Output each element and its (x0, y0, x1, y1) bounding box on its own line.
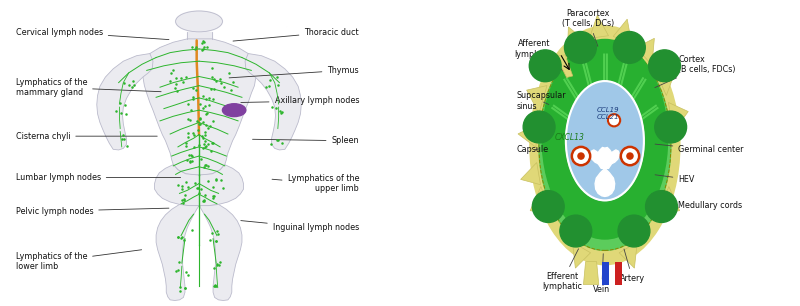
Text: Cervical lymph nodes: Cervical lymph nodes (16, 28, 169, 39)
Text: CXCL13: CXCL13 (554, 133, 585, 142)
Ellipse shape (222, 104, 246, 117)
Ellipse shape (566, 81, 644, 200)
Text: Cortex
(B cells, FDCs): Cortex (B cells, FDCs) (655, 54, 736, 88)
Text: Inguinal lymph nodes: Inguinal lymph nodes (241, 221, 359, 233)
Ellipse shape (542, 39, 667, 239)
Polygon shape (614, 19, 632, 44)
Circle shape (530, 50, 561, 82)
Polygon shape (97, 54, 153, 150)
Circle shape (608, 114, 620, 126)
Circle shape (654, 111, 686, 143)
Text: Vein: Vein (594, 254, 610, 294)
Text: Artery: Artery (620, 249, 645, 283)
Polygon shape (187, 32, 212, 39)
Circle shape (646, 191, 678, 222)
Text: Capsule: Capsule (516, 145, 548, 155)
Polygon shape (544, 53, 563, 79)
Polygon shape (154, 165, 243, 206)
Text: Thoracic duct: Thoracic duct (233, 28, 359, 41)
Polygon shape (583, 262, 598, 285)
Polygon shape (156, 204, 199, 300)
Text: Axillary lymph nodes: Axillary lymph nodes (241, 96, 359, 106)
Polygon shape (521, 162, 541, 185)
Text: Thymus: Thymus (229, 66, 359, 78)
Ellipse shape (176, 11, 222, 32)
Circle shape (572, 147, 590, 165)
Circle shape (565, 32, 596, 63)
Polygon shape (526, 86, 547, 113)
Circle shape (523, 111, 555, 143)
Polygon shape (556, 55, 573, 77)
Text: Paracortex
(T cells, DCs): Paracortex (T cells, DCs) (562, 9, 614, 46)
Text: Pelvic lymph nodes: Pelvic lymph nodes (16, 207, 169, 216)
Polygon shape (245, 54, 302, 150)
Text: Lymphatics of the
lower limb: Lymphatics of the lower limb (16, 250, 142, 271)
Polygon shape (530, 186, 550, 213)
Text: Lymphatics of the
upper limb: Lymphatics of the upper limb (272, 174, 359, 193)
Polygon shape (199, 204, 242, 300)
Text: Cisterna chyli: Cisterna chyli (16, 132, 158, 141)
Polygon shape (615, 262, 622, 285)
Polygon shape (602, 262, 610, 285)
Text: Lymphatics of the
mammary gland: Lymphatics of the mammary gland (16, 77, 161, 97)
Polygon shape (567, 27, 585, 53)
Circle shape (627, 153, 633, 159)
Polygon shape (610, 150, 619, 164)
Text: Efferent
lymphatic: Efferent lymphatic (542, 249, 582, 291)
Text: Afferent
lymphatic: Afferent lymphatic (514, 39, 565, 72)
Text: Spleen: Spleen (253, 136, 359, 145)
Text: HEV: HEV (655, 174, 694, 184)
Polygon shape (636, 38, 654, 65)
Polygon shape (668, 103, 688, 132)
Polygon shape (518, 125, 537, 147)
Circle shape (614, 32, 646, 63)
Text: Germinal center: Germinal center (655, 144, 744, 155)
Ellipse shape (539, 40, 671, 250)
Text: Medullary cords: Medullary cords (652, 193, 742, 210)
Circle shape (560, 215, 592, 247)
Text: CCL19
CCL21: CCL19 CCL21 (597, 107, 619, 120)
Circle shape (621, 147, 639, 165)
Polygon shape (655, 70, 675, 95)
Circle shape (578, 153, 584, 159)
Polygon shape (573, 242, 590, 268)
Polygon shape (659, 186, 680, 213)
Polygon shape (590, 150, 600, 164)
Circle shape (532, 191, 564, 222)
Circle shape (649, 50, 681, 82)
Polygon shape (590, 15, 609, 38)
Polygon shape (596, 147, 614, 168)
Polygon shape (142, 39, 256, 175)
Ellipse shape (530, 26, 680, 265)
Polygon shape (595, 168, 614, 196)
Text: Lumbar lymph nodes: Lumbar lymph nodes (16, 173, 181, 182)
Text: Supcapsular
sinus: Supcapsular sinus (516, 91, 566, 111)
Polygon shape (619, 242, 638, 268)
Circle shape (618, 215, 650, 247)
